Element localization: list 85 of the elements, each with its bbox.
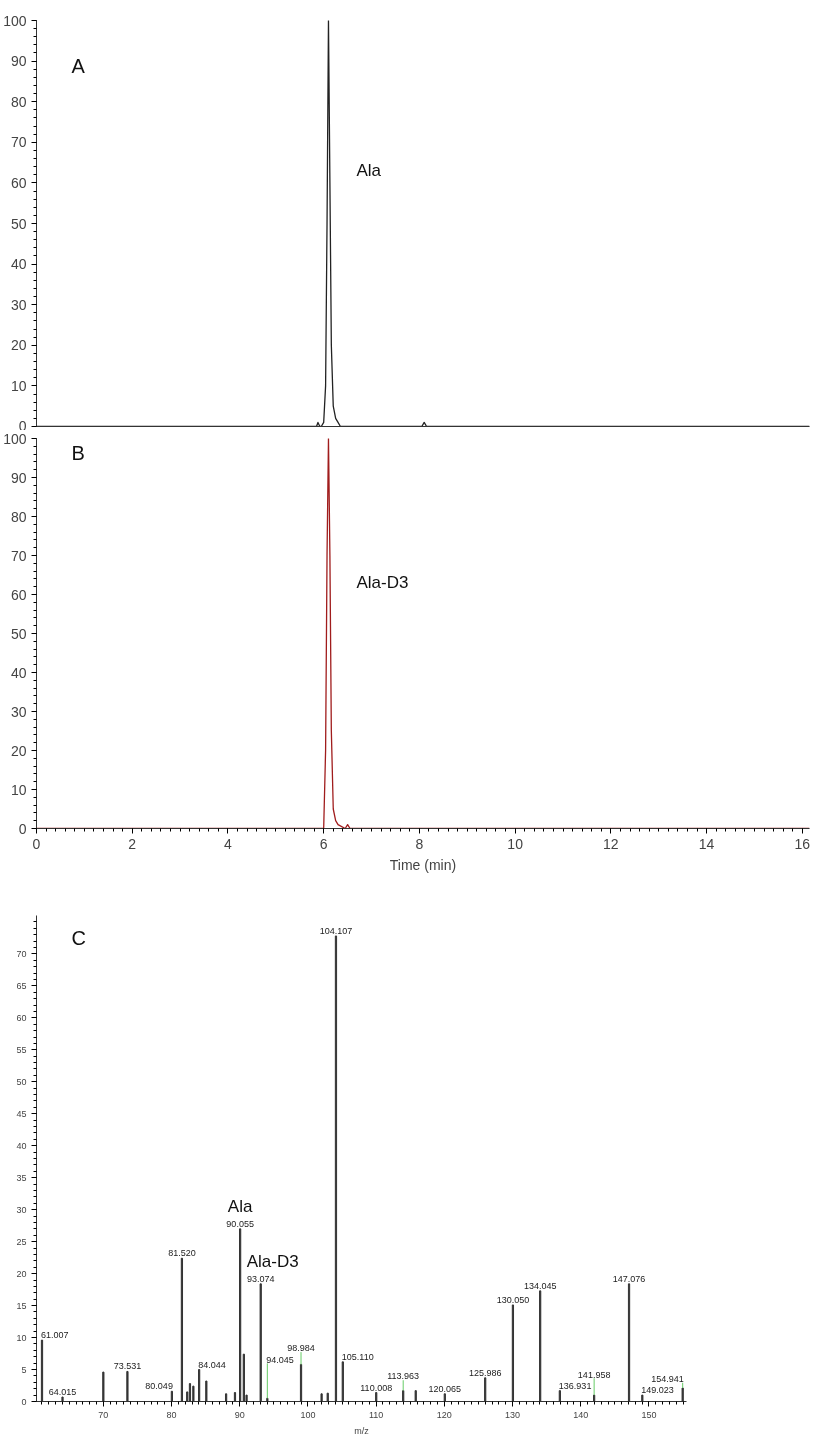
annotation: 110.008 [360, 1382, 393, 1393]
annotation: Ala-D3 [356, 573, 409, 593]
annotation: 136.931 [558, 1380, 592, 1391]
y-tick-label: 90 [10, 469, 27, 486]
x-tick-label: 130 [505, 1409, 521, 1420]
annotation: Ala [356, 161, 382, 181]
y-tick-label: 40 [10, 664, 27, 681]
y-tick-label: 15 [16, 1300, 27, 1311]
y-tick-label: 50 [10, 215, 27, 232]
x-axis-title: Time (min) [389, 856, 457, 873]
y-tick-label: 60 [10, 174, 27, 191]
x-tick-label: 70 [98, 1409, 109, 1420]
y-tick-label: 55 [16, 1044, 27, 1055]
y-tick-label: 30 [16, 1204, 27, 1215]
annotation: 93.074 [246, 1273, 275, 1284]
annotation: 147.076 [612, 1273, 646, 1284]
annotation: 104.107 [319, 925, 353, 936]
y-tick-label: 40 [16, 1140, 27, 1151]
x-tick-label: 6 [319, 835, 328, 852]
y-tick-label: 30 [10, 703, 27, 720]
x-tick-label: 90 [234, 1409, 245, 1420]
x-tick-label: 16 [794, 835, 811, 852]
annotation: Ala [227, 1196, 253, 1216]
y-tick-label: 10 [10, 781, 27, 798]
annotation: 81.520 [168, 1248, 196, 1259]
x-tick-label: 100 [300, 1409, 316, 1420]
annotation: 94.045 [266, 1355, 294, 1366]
annotation: 125.986 [468, 1367, 502, 1378]
x-tick-label: 150 [641, 1409, 657, 1420]
annotation: 105.110 [341, 1351, 374, 1362]
x-tick-label: 110 [368, 1409, 384, 1420]
annotation: 90.055 [226, 1218, 254, 1229]
annotation: 154.941 [651, 1373, 684, 1384]
annotation: 141.958 [577, 1369, 611, 1380]
y-tick-label: 0 [21, 1396, 27, 1407]
y-tick-label: 20 [10, 742, 27, 759]
annotation: 130.050 [496, 1294, 530, 1305]
x-tick-label: 2 [128, 835, 137, 852]
x-tick-label: 140 [573, 1409, 589, 1420]
annotation: 98.984 [287, 1343, 315, 1354]
y-tick-label: 20 [16, 1268, 27, 1279]
y-tick-label: 100 [3, 12, 27, 29]
y-tick-label: 5 [21, 1364, 27, 1375]
y-tick-label: 65 [16, 980, 27, 991]
y-tick-label: 45 [16, 1108, 27, 1119]
annotation: 113.963 [387, 1371, 420, 1382]
y-tick-label: 80 [10, 93, 27, 110]
annotation: 61.007 [41, 1330, 69, 1341]
y-tick-label: 30 [10, 296, 27, 313]
x-tick-label: 12 [603, 835, 619, 852]
y-tick-label: 40 [10, 256, 27, 273]
y-tick-label: 70 [10, 547, 27, 564]
y-tick-label: 50 [10, 625, 27, 642]
x-tick-label: 120 [436, 1409, 452, 1420]
y-tick-label: 35 [16, 1172, 27, 1183]
y-tick-label: 0 [18, 820, 27, 837]
y-tick-label: 20 [10, 337, 27, 354]
x-tick-label: 4 [224, 835, 233, 852]
annotation: 134.045 [523, 1280, 557, 1291]
annotation: 73.531 [113, 1361, 142, 1372]
y-tick-label: 70 [16, 948, 27, 959]
x-tick-label: 0 [32, 835, 41, 852]
y-tick-label: 90 [10, 53, 27, 70]
annotation: Ala-D3 [246, 1251, 299, 1271]
annotation: 80.049 [145, 1381, 173, 1392]
y-tick-label: 10 [10, 377, 27, 394]
annotation: A [71, 54, 86, 77]
x-axis-title: m/z [354, 1425, 370, 1436]
x-tick-label: 8 [415, 835, 424, 852]
annotation: 64.015 [48, 1387, 77, 1398]
annotation: C [71, 926, 86, 949]
x-tick-label: 80 [166, 1409, 177, 1420]
y-tick-label: 60 [10, 586, 27, 603]
y-tick-label: 80 [10, 508, 27, 525]
annotation: 84.044 [198, 1359, 226, 1370]
annotation: B [71, 441, 85, 464]
y-tick-label: 50 [16, 1076, 27, 1087]
annotation: 120.065 [428, 1383, 462, 1394]
y-tick-label: 10 [16, 1332, 27, 1343]
x-tick-label: 14 [698, 835, 715, 852]
annotation: 149.023 [641, 1385, 674, 1396]
y-tick-label: 25 [16, 1236, 27, 1247]
y-tick-label: 70 [10, 134, 27, 151]
y-tick-label: 60 [16, 1012, 27, 1023]
x-tick-label: 10 [507, 835, 524, 852]
